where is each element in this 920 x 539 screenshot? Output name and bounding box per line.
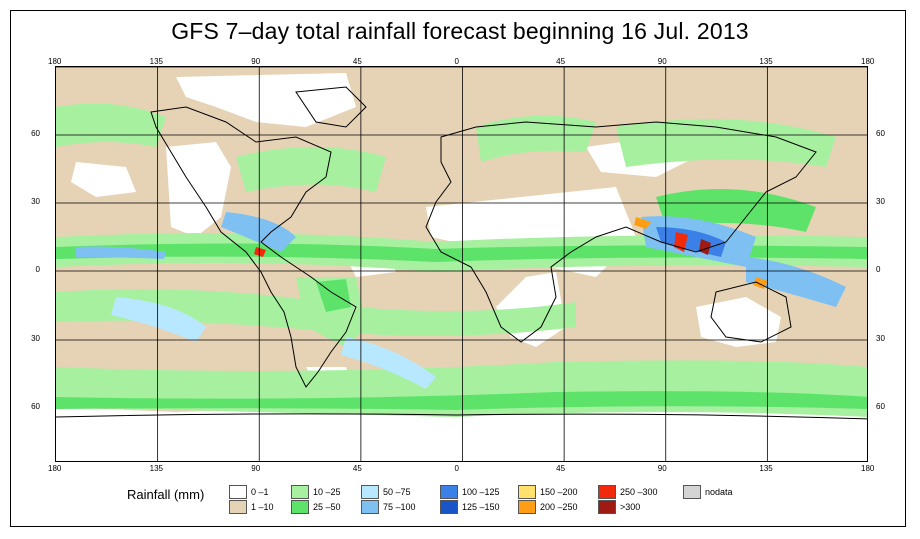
x-tick-label: 45: [352, 57, 362, 66]
y-tick-label: 60: [31, 129, 40, 138]
legend-label: 0 –1: [251, 487, 269, 497]
x-tick-label: 90: [657, 464, 667, 473]
y-tick-label: 30: [876, 334, 885, 343]
map-canvas: [56, 67, 867, 461]
legend-swatch: [229, 500, 247, 514]
x-tick-label: 90: [251, 464, 261, 473]
x-tick-label: 45: [556, 464, 566, 473]
legend-title: Rainfall (mm): [127, 487, 205, 502]
legend-swatch: [518, 500, 536, 514]
y-tick-label: 0: [35, 265, 40, 274]
legend-swatch: [598, 500, 616, 514]
legend-swatch: [291, 485, 309, 499]
legend-label: 25 –50: [313, 502, 341, 512]
y-tick-label: 30: [876, 197, 885, 206]
x-tick-label: 135: [149, 464, 163, 473]
y-tick-label: 30: [31, 197, 40, 206]
legend-label: nodata: [705, 487, 733, 497]
coastlines: [56, 86, 867, 420]
legend-label: 200 –250: [540, 502, 578, 512]
graticule: [56, 67, 867, 461]
y-tick-label: 0: [876, 265, 881, 274]
legend-swatch: [683, 485, 701, 499]
x-tick-label: 90: [657, 57, 667, 66]
legend-swatch: [361, 485, 379, 499]
legend-label: 50 –75: [383, 487, 411, 497]
x-tick-label: 90: [251, 57, 261, 66]
legend-label: 250 –300: [620, 487, 658, 497]
y-tick-label: 60: [876, 402, 885, 411]
x-tick-label: 135: [759, 464, 773, 473]
x-tick-label: 135: [759, 57, 773, 66]
legend-swatch: [361, 500, 379, 514]
y-tick-label: 60: [31, 402, 40, 411]
map-title: GFS 7–day total rainfall forecast beginn…: [171, 18, 749, 44]
legend-label: 10 –25: [313, 487, 341, 497]
x-tick-label: 0: [454, 464, 459, 473]
y-tick-label: 60: [876, 129, 885, 138]
x-tick-label: 135: [149, 57, 163, 66]
legend-label: 125 –150: [462, 502, 500, 512]
legend-swatch: [291, 500, 309, 514]
legend-swatch: [440, 485, 458, 499]
x-tick-label: 45: [352, 464, 362, 473]
legend-label: 75 –100: [383, 502, 416, 512]
x-tick-label: 180: [861, 464, 875, 473]
legend-swatch: [518, 485, 536, 499]
legend-label: 150 –200: [540, 487, 578, 497]
x-tick-label: 180: [861, 57, 875, 66]
x-tick-label: 180: [48, 464, 62, 473]
x-tick-label: 0: [454, 57, 459, 66]
x-tick-label: 180: [48, 57, 62, 66]
legend-label: 100 –125: [462, 487, 500, 497]
y-tick-label: 30: [31, 334, 40, 343]
rainfall-map: [55, 66, 868, 462]
legend-swatch: [440, 500, 458, 514]
legend-swatch: [598, 485, 616, 499]
x-tick-label: 45: [556, 57, 566, 66]
legend-label: 1 –10: [251, 502, 274, 512]
legend-swatch: [229, 485, 247, 499]
legend-label: >300: [620, 502, 641, 512]
